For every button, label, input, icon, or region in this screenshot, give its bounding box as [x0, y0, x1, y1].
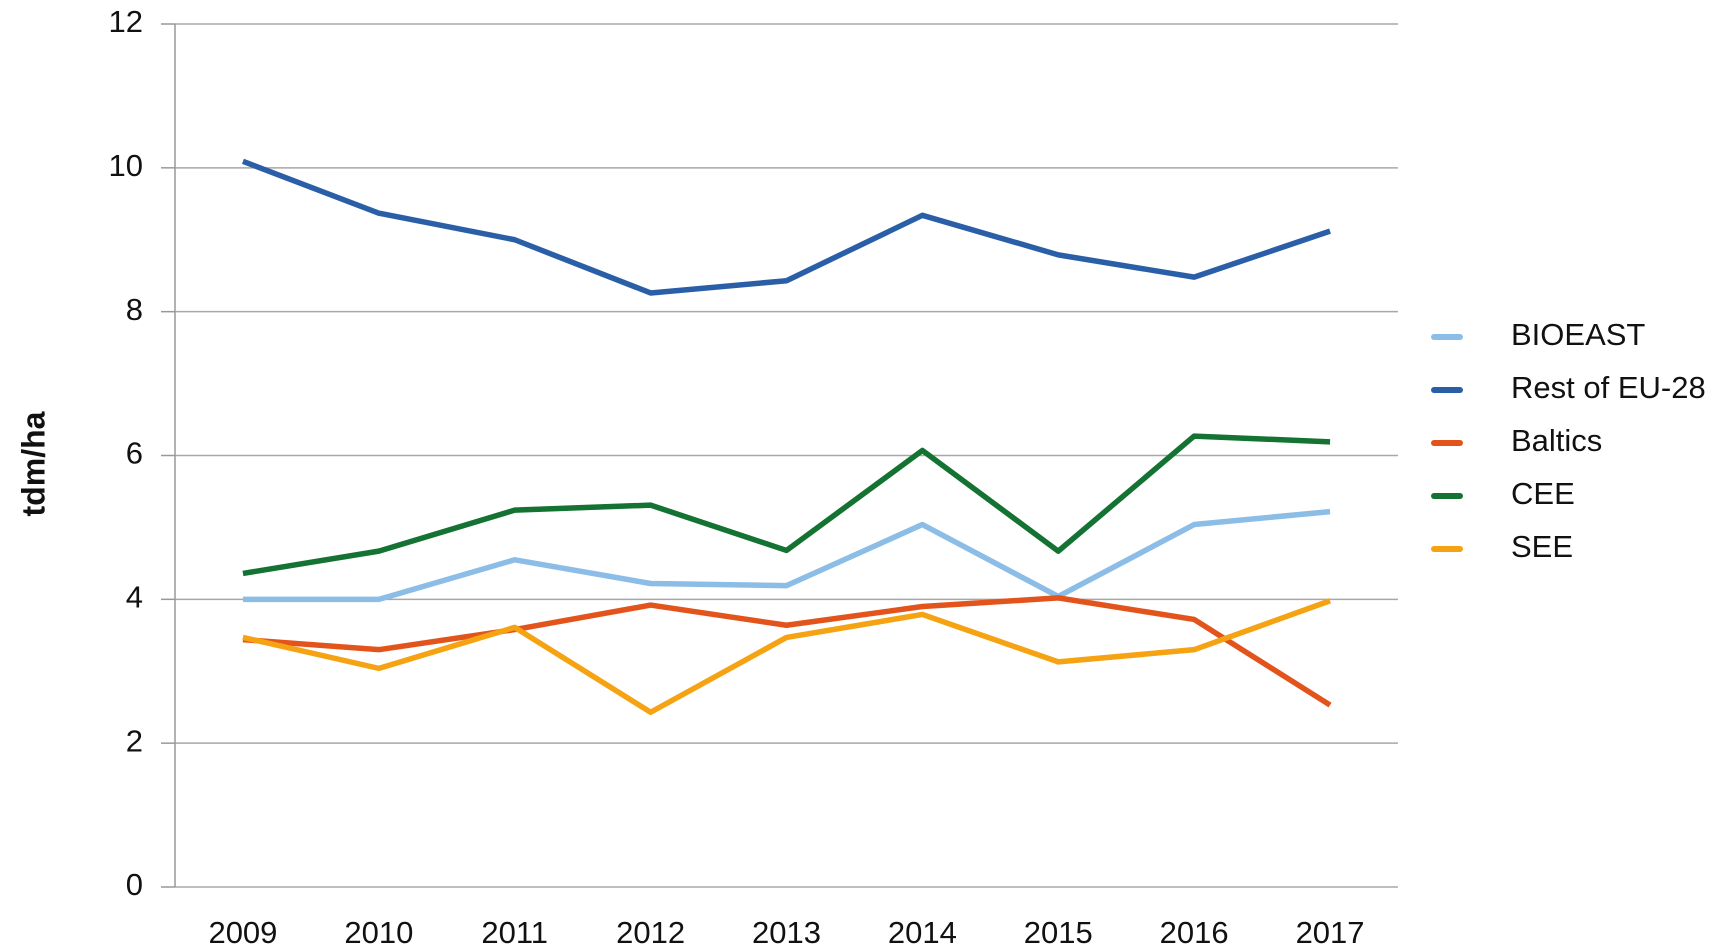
series-line	[242, 598, 1331, 715]
legend-label: CEE	[1511, 476, 1575, 511]
series-line	[242, 433, 1331, 577]
series-line	[242, 508, 1331, 603]
x-tick-label: 2010	[344, 915, 413, 947]
series-line	[242, 595, 1332, 708]
x-tick-label: 2009	[208, 915, 277, 947]
x-tick-label: 2016	[1160, 915, 1229, 947]
x-tick-label: 2014	[888, 915, 957, 947]
y-tick-label: 12	[109, 4, 143, 39]
x-tick-label: 2017	[1296, 915, 1365, 947]
x-tick-label: 2013	[752, 915, 821, 947]
legend-label: BIOEAST	[1511, 317, 1645, 352]
series-line	[241, 158, 1331, 296]
y-axis-label: tdm/ha	[15, 411, 51, 516]
legend-label: SEE	[1511, 529, 1573, 564]
legend-label: Baltics	[1511, 423, 1602, 458]
x-tick-label: 2011	[481, 915, 548, 947]
y-tick-label: 0	[126, 867, 143, 902]
x-tick-label: 2015	[1024, 915, 1093, 947]
y-tick-label: 6	[126, 436, 143, 471]
y-tick-label: 4	[126, 580, 143, 615]
y-tick-label: 8	[126, 292, 143, 327]
y-tick-label: 2	[126, 723, 143, 758]
x-tick-label: 2012	[616, 915, 685, 947]
legend-label: Rest of EU-28	[1511, 370, 1706, 405]
y-tick-label: 10	[109, 148, 143, 183]
